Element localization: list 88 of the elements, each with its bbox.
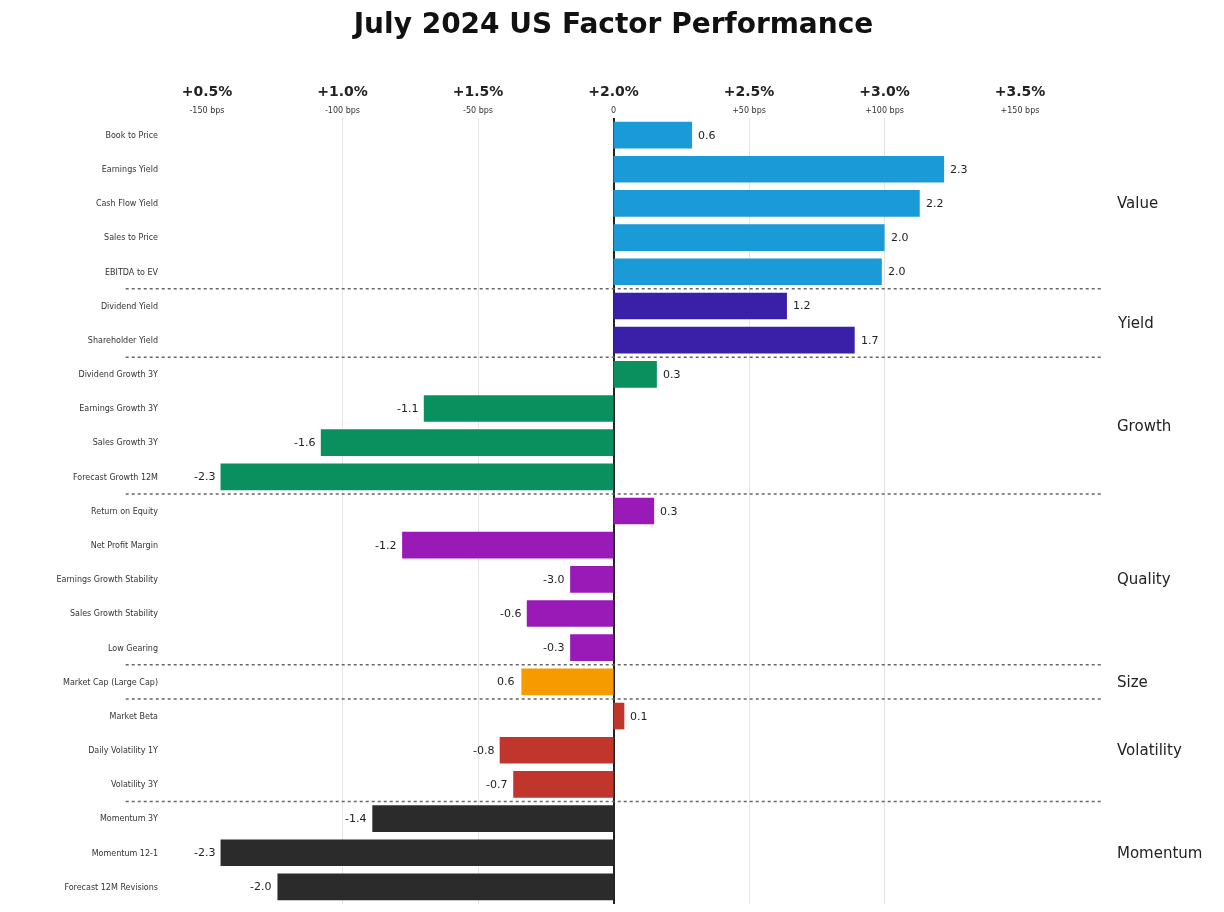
annotation: 0.1 <box>630 710 648 723</box>
x-tick-label: 0 <box>610 106 617 116</box>
y-tick-label: Volatility 3Y <box>110 780 159 790</box>
annotation: 0.3 <box>660 505 678 518</box>
bar <box>423 395 614 422</box>
y-tick-label: Momentum 3Y <box>99 814 159 824</box>
annotation: -2.3 <box>194 470 216 483</box>
y-tick-label: Sales Growth Stability <box>69 609 159 619</box>
annotation: -1.2 <box>375 539 397 552</box>
y-tick-label: EBITDA to EV <box>105 267 159 277</box>
annotation: -2.0 <box>250 880 272 893</box>
y-tick-label: Market Beta <box>109 711 159 721</box>
bar <box>613 702 625 730</box>
bar <box>570 634 614 662</box>
chart-title: July 2024 US Factor Performance <box>351 7 874 41</box>
annotation: -0.7 <box>486 778 508 791</box>
bar <box>513 771 614 798</box>
annotation: 1.7 <box>861 334 879 347</box>
bar <box>613 360 657 388</box>
x-tick-label: -150 bps <box>189 106 225 116</box>
annotation: 2.3 <box>950 163 968 176</box>
text: Size <box>1117 673 1148 691</box>
annotation: -0.3 <box>543 641 565 654</box>
y-tick-label: Forecast Growth 12M <box>73 472 159 482</box>
annotation: 2.0 <box>891 231 909 244</box>
bar <box>613 497 655 525</box>
y-tick-label: Book to Price <box>105 130 159 140</box>
text: Momentum <box>1117 844 1203 862</box>
x2-tick-label: +2.0% <box>588 83 639 100</box>
text: Growth <box>1117 417 1172 435</box>
text: Quality <box>1117 570 1171 588</box>
x-tick-label: +50 bps <box>732 106 766 116</box>
y-tick-label: Return on Equity <box>91 506 159 516</box>
text: Value <box>1117 194 1159 212</box>
bar <box>613 258 882 286</box>
bar <box>402 531 614 559</box>
annotation: 0.6 <box>698 129 716 142</box>
annotation: 1.2 <box>793 299 811 312</box>
bar <box>613 326 855 354</box>
y-tick-label: Momentum 12-1 <box>91 848 158 858</box>
bar <box>526 600 614 627</box>
bar <box>320 429 614 456</box>
y-tick-label: Shareholder Yield <box>87 335 158 345</box>
bar <box>613 224 885 251</box>
annotation: 0.3 <box>663 368 681 381</box>
y-tick-label: Earnings Growth Stability <box>56 575 159 585</box>
annotation: -1.6 <box>294 436 316 449</box>
x2-tick-label: +3.5% <box>994 83 1046 100</box>
x2-tick-label: +3.0% <box>859 83 910 100</box>
y-tick-label: Forecast 12M Revisions <box>64 882 158 892</box>
bar <box>220 463 614 491</box>
bar <box>521 668 614 696</box>
bar <box>613 121 693 149</box>
annotation: -0.8 <box>473 744 495 757</box>
bar <box>499 736 614 764</box>
y-tick-label: Daily Volatility 1Y <box>88 746 159 756</box>
annotation: 2.2 <box>926 197 944 210</box>
x2-tick-label: +1.5% <box>452 83 504 100</box>
x-tick-label: -50 bps <box>463 106 493 116</box>
annotation: -2.3 <box>194 846 216 859</box>
text: Yield <box>1117 314 1154 332</box>
annotation: -3.0 <box>543 573 565 586</box>
x2-tick-label: +0.5% <box>181 83 233 100</box>
y-tick-label: Earnings Growth 3Y <box>79 404 159 414</box>
annotation: 0.6 <box>497 675 515 688</box>
y-tick-label: Sales Growth 3Y <box>92 438 159 448</box>
annotation: -0.6 <box>500 607 522 620</box>
bar <box>613 190 920 217</box>
y-tick-label: Cash Flow Yield <box>95 199 158 209</box>
text: Volatility <box>1117 741 1182 759</box>
x-tick-label: +150 bps <box>1000 106 1040 116</box>
y-tick-label: Dividend Growth 3Y <box>78 370 159 380</box>
y-tick-label: Net Profit Margin <box>90 540 158 550</box>
y-tick-label: Earnings Yield <box>101 165 158 175</box>
bar <box>570 566 614 593</box>
annotation: -1.1 <box>397 402 419 415</box>
bar <box>613 292 787 320</box>
bar <box>613 155 945 183</box>
x-tick-label: +100 bps <box>865 106 904 116</box>
y-tick-label: Sales to Price <box>104 233 159 243</box>
y-tick-label: Market Cap (Large Cap) <box>62 677 158 687</box>
annotation: 2.0 <box>888 265 906 278</box>
x2-tick-label: +1.0% <box>317 83 368 100</box>
y-tick-label: Low Gearing <box>108 643 158 653</box>
y-tick-label: Dividend Yield <box>100 301 158 311</box>
annotation: -1.4 <box>345 812 367 825</box>
x-tick-label: -100 bps <box>324 106 361 116</box>
x2-tick-label: +2.5% <box>723 83 775 100</box>
